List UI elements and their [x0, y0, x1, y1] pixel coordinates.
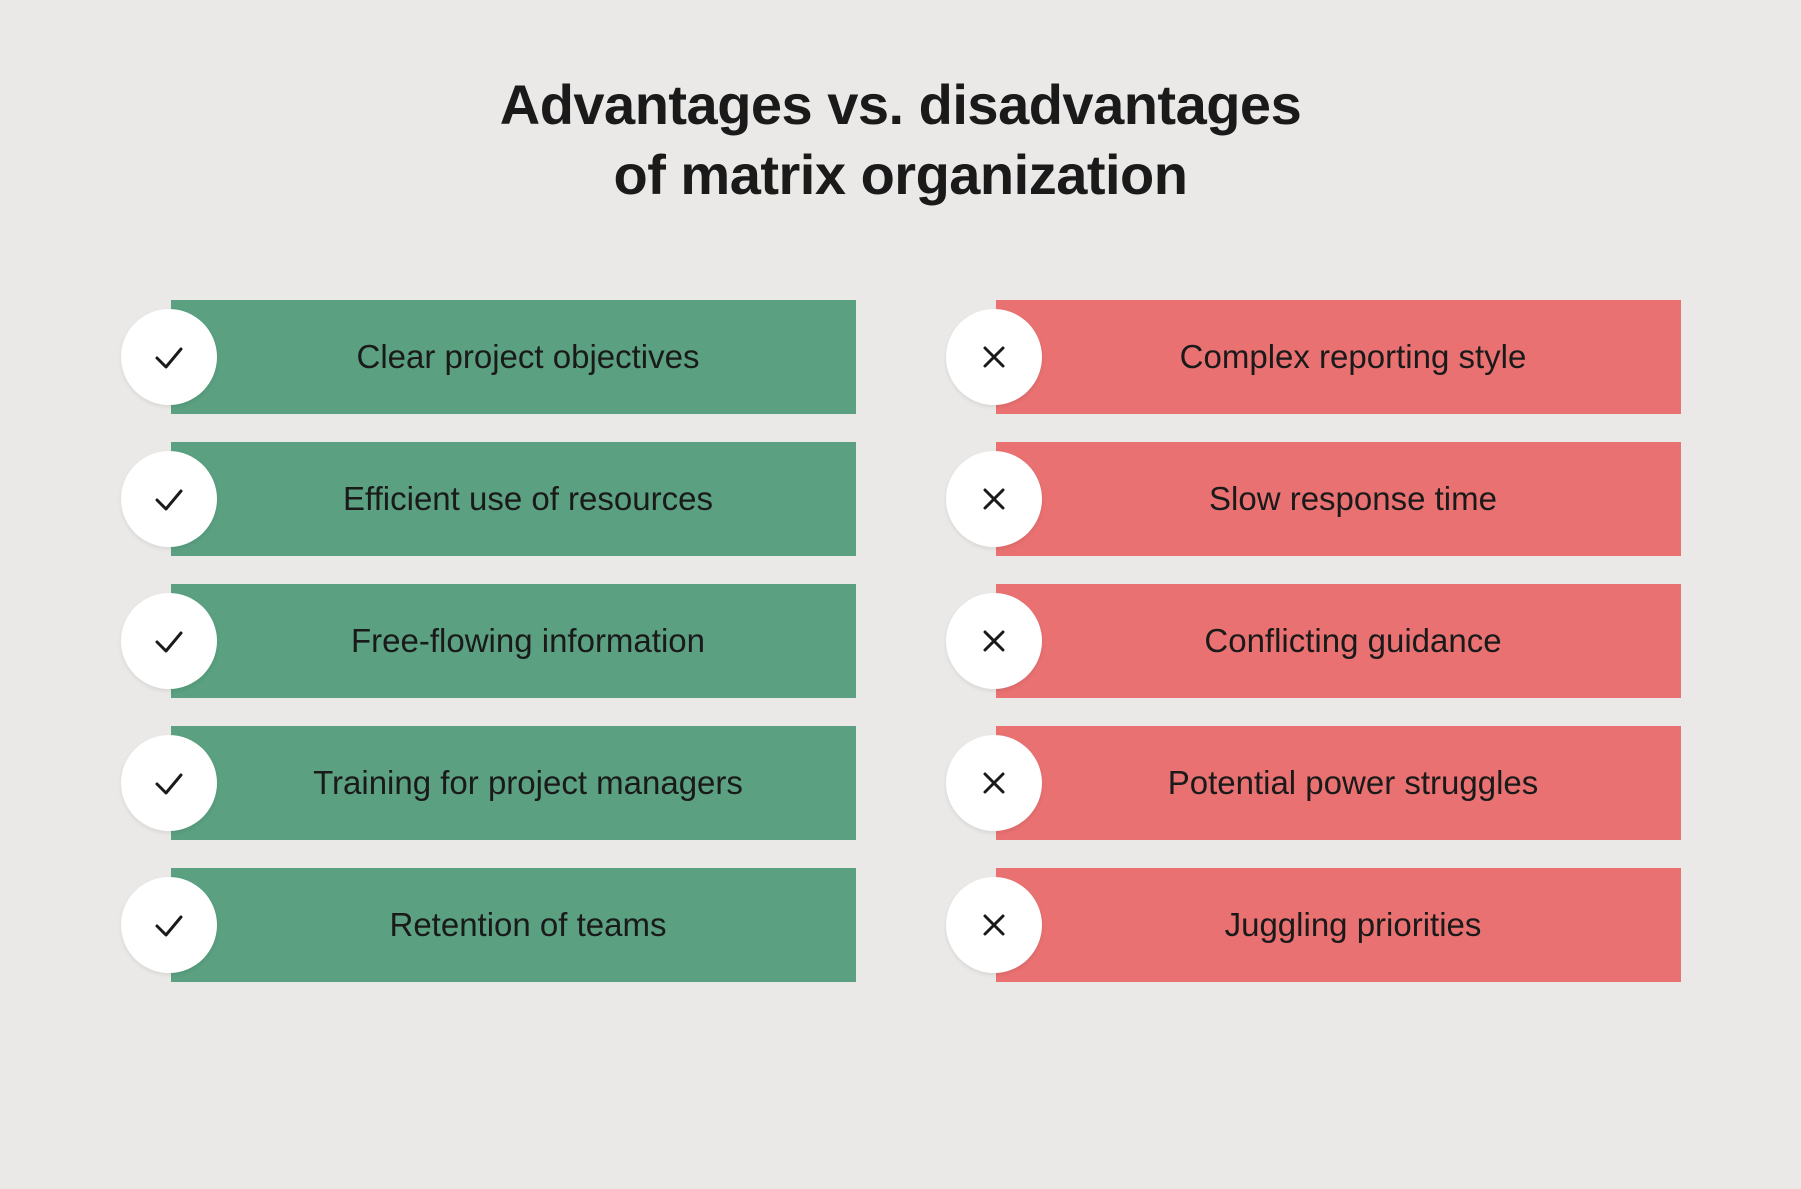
check-icon [121, 877, 217, 973]
advantage-label: Free-flowing information [351, 622, 705, 660]
disadvantage-label: Juggling priorities [1225, 906, 1482, 944]
disadvantage-item: Conflicting guidance [946, 584, 1681, 698]
disadvantage-item: Juggling priorities [946, 868, 1681, 982]
cross-icon [946, 877, 1042, 973]
advantages-column: Clear project objectives Efficient use o… [121, 300, 856, 982]
advantage-label: Retention of teams [390, 906, 667, 944]
cross-icon [946, 593, 1042, 689]
disadvantage-bar: Slow response time [996, 442, 1681, 556]
advantage-item: Free-flowing information [121, 584, 856, 698]
disadvantage-label: Conflicting guidance [1204, 622, 1501, 660]
advantage-bar: Clear project objectives [171, 300, 856, 414]
page-title: Advantages vs. disadvantages of matrix o… [500, 70, 1301, 210]
disadvantage-bar: Complex reporting style [996, 300, 1681, 414]
advantage-item: Retention of teams [121, 868, 856, 982]
check-icon [121, 735, 217, 831]
cross-icon [946, 735, 1042, 831]
disadvantage-bar: Potential power struggles [996, 726, 1681, 840]
disadvantage-item: Complex reporting style [946, 300, 1681, 414]
cross-icon [946, 451, 1042, 547]
check-icon [121, 451, 217, 547]
advantage-item: Clear project objectives [121, 300, 856, 414]
advantage-item: Efficient use of resources [121, 442, 856, 556]
advantage-label: Clear project objectives [357, 338, 700, 376]
disadvantage-label: Complex reporting style [1180, 338, 1527, 376]
advantage-bar: Training for project managers [171, 726, 856, 840]
advantage-bar: Retention of teams [171, 868, 856, 982]
advantage-bar: Free-flowing information [171, 584, 856, 698]
disadvantage-label: Potential power struggles [1168, 764, 1539, 802]
advantage-item: Training for project managers [121, 726, 856, 840]
comparison-columns: Clear project objectives Efficient use o… [121, 300, 1681, 982]
check-icon [121, 309, 217, 405]
disadvantage-bar: Conflicting guidance [996, 584, 1681, 698]
disadvantage-bar: Juggling priorities [996, 868, 1681, 982]
advantage-label: Efficient use of resources [343, 480, 713, 518]
disadvantages-column: Complex reporting style Slow response ti… [946, 300, 1681, 982]
title-line-2: of matrix organization [614, 143, 1188, 206]
disadvantage-item: Potential power struggles [946, 726, 1681, 840]
advantage-label: Training for project managers [313, 764, 743, 802]
cross-icon [946, 309, 1042, 405]
advantage-bar: Efficient use of resources [171, 442, 856, 556]
check-icon [121, 593, 217, 689]
title-line-1: Advantages vs. disadvantages [500, 73, 1301, 136]
disadvantage-item: Slow response time [946, 442, 1681, 556]
disadvantage-label: Slow response time [1209, 480, 1497, 518]
